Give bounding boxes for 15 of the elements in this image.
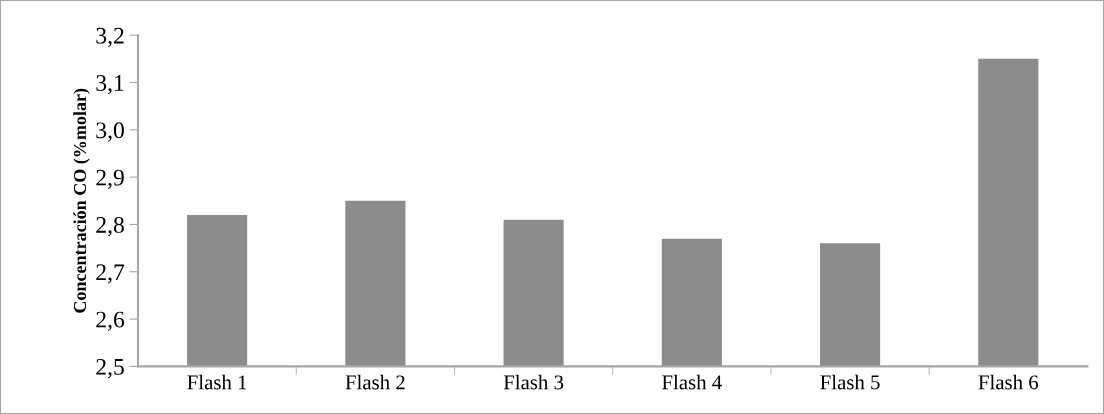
x-tick-label: Flash 2 (345, 374, 405, 390)
y-tick-label: 3,2 (96, 27, 124, 48)
y-axis-title: Concentración CO (%molar) (73, 88, 90, 313)
x-tick-label: Flash 6 (978, 374, 1039, 390)
y-tick-label: 2,8 (96, 216, 124, 237)
y-tick-label: 2,9 (96, 169, 124, 189)
y-tick-label: 2,5 (96, 358, 124, 379)
y-tick-label: 3,1 (96, 75, 124, 95)
x-tick-label: Flash 4 (662, 374, 722, 390)
y-tick-label: 2,6 (96, 311, 125, 331)
y-tick-label: 2,7 (96, 264, 125, 284)
x-tick-label: Flash 1 (187, 374, 247, 390)
x-tick-label: Flash 5 (820, 374, 880, 390)
x-tick-label: Flash 3 (503, 374, 564, 390)
y-tick-label: 3,0 (96, 122, 124, 142)
